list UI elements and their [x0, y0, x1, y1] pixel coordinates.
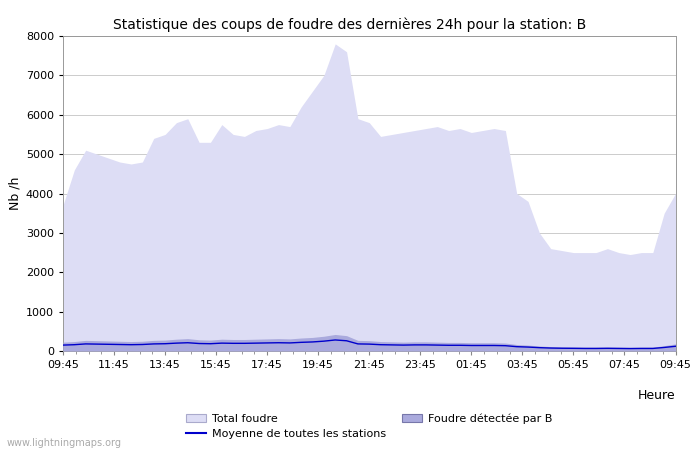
Text: Heure: Heure [638, 389, 676, 402]
Text: Statistique des coups de foudre des dernières 24h pour la station: B: Statistique des coups de foudre des dern… [113, 18, 587, 32]
Legend: Total foudre, Moyenne de toutes les stations, Foudre détectée par B: Total foudre, Moyenne de toutes les stat… [186, 413, 552, 439]
Y-axis label: Nb /h: Nb /h [8, 177, 22, 210]
Text: www.lightningmaps.org: www.lightningmaps.org [7, 438, 122, 448]
